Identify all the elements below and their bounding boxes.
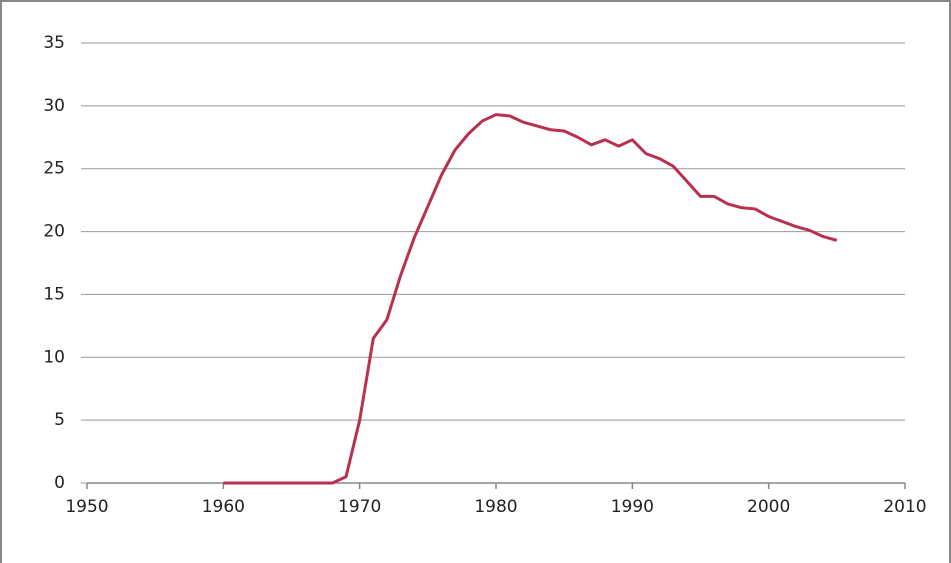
y-tick-label: 25 bbox=[43, 159, 65, 179]
x-tick-label: 1960 bbox=[202, 497, 245, 517]
y-tick-label: 15 bbox=[43, 284, 65, 304]
page: 0 5 10 15 20 25 30 35 1950 1960 1970 1980 1990 2000 20… bbox=[0, 0, 951, 563]
x-tick-label: 1990 bbox=[611, 497, 654, 517]
y-tick-label: 20 bbox=[43, 222, 65, 242]
y-tick-label: 35 bbox=[43, 33, 65, 53]
y-tick-label: 30 bbox=[43, 96, 65, 116]
x-tick-label: 2000 bbox=[747, 497, 790, 517]
y-tick-label: 5 bbox=[54, 410, 65, 430]
chart: 0 5 10 15 20 25 30 35 1950 1960 1970 1980 1990 2000 20… bbox=[0, 0, 951, 563]
x-tick-label: 2010 bbox=[883, 497, 926, 517]
y-tick-label: 10 bbox=[43, 347, 65, 367]
x-tick-label: 1980 bbox=[474, 497, 517, 517]
x-tick-label: 1970 bbox=[338, 497, 381, 517]
data-line bbox=[223, 115, 837, 483]
y-tick-label: 0 bbox=[54, 473, 65, 493]
x-tick-label: 1950 bbox=[65, 497, 108, 517]
chart-frame bbox=[1, 1, 950, 563]
